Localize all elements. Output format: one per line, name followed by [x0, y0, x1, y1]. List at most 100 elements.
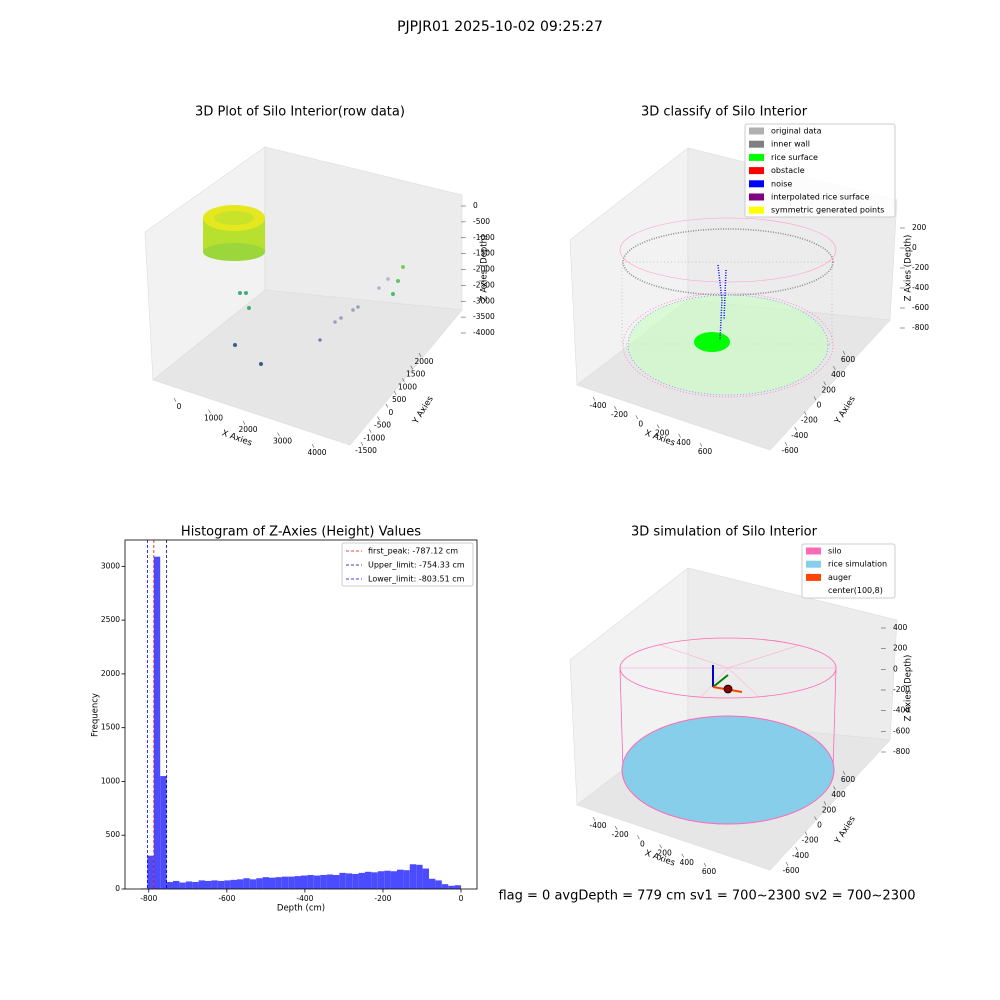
tick-mark: [385, 403, 389, 408]
y-tick-label: 0: [388, 408, 393, 417]
tick-mark: [659, 844, 662, 849]
silo-outline: [619, 217, 837, 283]
x-tick-label: 400: [676, 438, 691, 447]
y-tick-label: 0: [115, 884, 120, 893]
auger-axis: [712, 674, 729, 688]
z-tick-label: -400: [893, 706, 910, 715]
tick-mark: [823, 801, 827, 806]
chart-title: 3D classify of Silo Interior: [641, 105, 808, 120]
bar: [358, 872, 365, 889]
y-tick-label: 1500: [406, 370, 425, 379]
tick-mark: [699, 442, 703, 447]
x-tick-label: 0: [638, 419, 643, 428]
tick-mark: [393, 390, 397, 395]
legend-label: silo: [828, 547, 842, 556]
ring-inner: [214, 211, 254, 225]
bar: [403, 870, 410, 889]
bar: [211, 880, 218, 889]
bar: [198, 880, 205, 889]
y-tick-label: 1000: [398, 382, 417, 391]
tick-mark: [656, 424, 660, 429]
legend-label: interpolated rice surface: [771, 193, 869, 202]
figure-title: PJPJR01 2025-10-02 09:25:27: [397, 19, 603, 35]
bar: [243, 878, 250, 889]
tick-mark: [823, 381, 826, 386]
legend-box: [744, 123, 896, 218]
x-tick-label: 200: [657, 849, 672, 858]
bar: [237, 879, 244, 889]
x-tick-label: -400: [589, 401, 606, 410]
bar: [377, 871, 385, 889]
bar: [429, 878, 436, 889]
tick-mark: [703, 862, 707, 867]
bar: [230, 879, 237, 889]
y-tick-label: 1500: [101, 723, 120, 732]
y-tick-label: 2500: [101, 615, 120, 624]
panel-simulation: [569, 567, 898, 871]
y-tick-label: 3000: [101, 561, 120, 570]
legend-box: [341, 542, 474, 587]
legend-label: center(100,8): [828, 586, 883, 595]
legend-label: original data: [771, 127, 822, 136]
y-tick-label: 0: [817, 821, 822, 830]
bar: [339, 872, 346, 889]
tick-mark: [311, 443, 315, 448]
y-tick-label: -600: [781, 446, 798, 455]
tick-mark: [369, 429, 372, 434]
center-marker: [723, 684, 733, 694]
y-tick-label: 2000: [101, 669, 120, 678]
x-tick-label: 1000: [204, 414, 223, 423]
tick-mark: [794, 426, 797, 431]
tick-mark: [814, 816, 817, 821]
tick-mark: [592, 816, 596, 821]
bar: [205, 880, 212, 889]
rice-surface-core: [694, 332, 730, 352]
bar: [301, 875, 308, 889]
bar: [262, 877, 269, 889]
x-tick-label: 0: [640, 839, 645, 848]
bar: [281, 876, 289, 889]
x-tick-label: 200: [655, 429, 670, 438]
tick-mark: [813, 396, 817, 401]
legend-swatch: [806, 547, 821, 555]
y-tick-label: 2000: [414, 357, 433, 366]
z-tick-label: 400: [893, 623, 908, 632]
z-tick-label: -1500: [473, 249, 495, 258]
silo-outline: [622, 292, 834, 398]
legend-label: Upper_limit: -754.33 cm: [368, 561, 465, 570]
bar: [256, 878, 263, 889]
legend-swatch: [749, 206, 764, 214]
z-tick-label: -1000: [473, 233, 495, 242]
tick-mark: [804, 411, 807, 416]
inner-wall: [621, 261, 833, 345]
tick-mark: [784, 441, 788, 446]
bar: [192, 882, 199, 889]
y-tick-label: 500: [392, 395, 407, 404]
tick-mark: [173, 397, 177, 402]
tick-mark: [592, 396, 596, 401]
status-text: flag = 0 avgDepth = 779 cm sv1 = 700~230…: [498, 889, 915, 904]
tick-mark: [242, 420, 246, 425]
x-tick-label: -800: [140, 894, 157, 903]
legend-label: noise: [771, 179, 792, 188]
z-tick-label: -600: [912, 303, 929, 312]
z-tick-label: -800: [893, 747, 910, 756]
legend-label: inner wall: [771, 140, 810, 149]
bar: [352, 873, 359, 889]
tick-mark: [635, 415, 639, 420]
bar: [288, 876, 295, 889]
legend-label: first_peak: -787.12 cm: [368, 547, 458, 556]
tick-mark: [833, 786, 836, 790]
bar: [160, 776, 167, 889]
legend-swatch: [749, 140, 764, 148]
x-tick-label: -200: [612, 830, 629, 839]
rice-simulation: [621, 715, 835, 825]
tick-mark: [842, 350, 846, 355]
bar: [454, 885, 461, 889]
x-tick-label: -200: [374, 894, 391, 903]
y-tick-label: 600: [841, 775, 856, 784]
z-tick-label: -400: [912, 283, 929, 292]
tick-mark: [208, 409, 211, 414]
z-tick-label: 200: [893, 644, 908, 653]
bar: [224, 880, 231, 889]
